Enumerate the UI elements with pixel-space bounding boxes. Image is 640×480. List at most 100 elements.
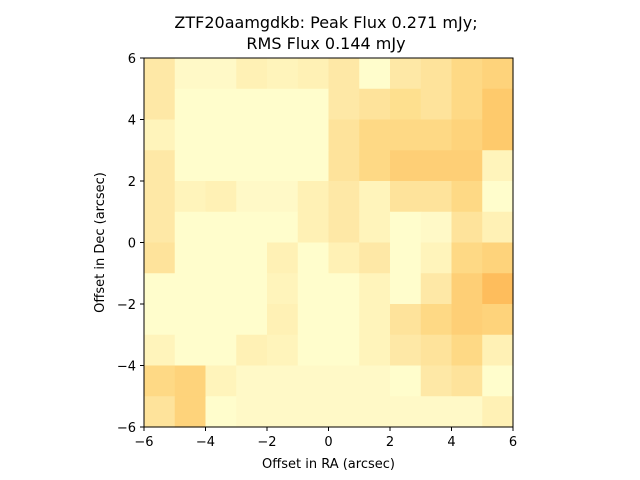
x-axis-ticks: −6 −4 −2 0 2 4 6 bbox=[134, 427, 517, 450]
x-tick-label: 6 bbox=[509, 435, 517, 450]
heatmap-cell bbox=[451, 365, 483, 397]
heatmap-cell bbox=[174, 88, 207, 121]
heatmap-cell bbox=[482, 88, 514, 121]
x-tick-label: −6 bbox=[134, 435, 153, 450]
y-tick-label: −4 bbox=[117, 360, 136, 375]
heatmap-cell bbox=[359, 304, 391, 336]
heatmap-cell bbox=[482, 365, 514, 397]
heatmap-cell bbox=[390, 304, 422, 336]
heatmap-cell bbox=[236, 242, 268, 274]
heatmap-cell bbox=[144, 334, 176, 367]
heatmap-cell bbox=[236, 365, 268, 397]
heatmap-cell bbox=[144, 150, 176, 182]
heatmap-cell bbox=[236, 119, 268, 151]
heatmap-cell bbox=[297, 365, 330, 397]
heatmap-cell bbox=[267, 334, 299, 367]
heatmap-cell bbox=[328, 150, 360, 182]
heatmap-cell bbox=[174, 181, 207, 213]
y-tick-label: 4 bbox=[128, 114, 136, 129]
heatmap-cell bbox=[297, 181, 330, 213]
heatmap-cell bbox=[205, 119, 237, 151]
heatmap-cell bbox=[420, 365, 453, 397]
heatmap-cell bbox=[236, 334, 268, 367]
heatmap-cell bbox=[144, 365, 176, 397]
heatmap-cell bbox=[236, 273, 268, 305]
heatmap-cell bbox=[420, 150, 453, 182]
heatmap-cell bbox=[144, 273, 176, 305]
x-tick-label: 0 bbox=[324, 435, 332, 450]
heatmap-cell bbox=[297, 150, 330, 182]
heatmap-cell bbox=[482, 334, 514, 367]
y-axis-label: Offset in Dec (arcsec) bbox=[93, 172, 108, 313]
heatmap-cell bbox=[174, 304, 207, 336]
heatmap-cell bbox=[267, 150, 299, 182]
heatmap-cell bbox=[267, 242, 299, 274]
heatmap-cell bbox=[328, 365, 360, 397]
y-tick-label: 2 bbox=[128, 175, 136, 190]
heatmap-cell bbox=[420, 273, 453, 305]
y-tick-label: −2 bbox=[117, 298, 136, 313]
heatmap-cell bbox=[267, 211, 299, 244]
heatmap-cell bbox=[420, 181, 453, 213]
heatmap-cell bbox=[328, 58, 360, 90]
chart-title-line-2: RMS Flux 0.144 mJy bbox=[246, 34, 405, 53]
heatmap-cell bbox=[482, 58, 514, 90]
heatmap-cell bbox=[420, 334, 453, 367]
heatmap-cell bbox=[482, 150, 514, 182]
heatmap-cell bbox=[297, 211, 330, 244]
heatmap-cell bbox=[328, 273, 360, 305]
heatmap-cell bbox=[267, 365, 299, 397]
heatmap-cell bbox=[359, 334, 391, 367]
heatmap-cell bbox=[205, 365, 237, 397]
heatmap-cell bbox=[328, 181, 360, 213]
heatmap-cell bbox=[451, 150, 483, 182]
heatmap-cell bbox=[236, 304, 268, 336]
heatmap-cell bbox=[482, 304, 514, 336]
heatmap-cell bbox=[174, 242, 207, 274]
heatmap-cell bbox=[390, 211, 422, 244]
heatmap-cell bbox=[267, 58, 299, 90]
heatmap-cell bbox=[174, 211, 207, 244]
y-axis-ticks: −6 −4 −2 0 2 4 6 bbox=[117, 52, 144, 436]
heatmap-cell bbox=[174, 119, 207, 151]
heatmap-cell bbox=[482, 181, 514, 213]
heatmap-cell bbox=[205, 181, 237, 213]
heatmap-cell bbox=[328, 334, 360, 367]
heatmap-cell bbox=[451, 334, 483, 367]
heatmap-cell bbox=[267, 88, 299, 121]
heatmap-cell bbox=[205, 396, 237, 428]
heatmap-cell bbox=[205, 273, 237, 305]
heatmap-cell bbox=[144, 211, 176, 244]
heatmap-cell bbox=[205, 334, 237, 367]
chart-title-line-1: ZTF20aamgdkb: Peak Flux 0.271 mJy; bbox=[174, 13, 477, 32]
heatmap-cell bbox=[236, 88, 268, 121]
y-tick-label: 0 bbox=[128, 237, 136, 252]
heatmap-cell bbox=[451, 181, 483, 213]
heatmap-cell bbox=[420, 58, 453, 90]
heatmap-cell bbox=[144, 88, 176, 121]
heatmap-cell bbox=[451, 396, 483, 428]
heatmap-cell bbox=[174, 58, 207, 90]
heatmap-cell bbox=[267, 119, 299, 151]
heatmap-cell bbox=[390, 273, 422, 305]
heatmap-cell bbox=[359, 181, 391, 213]
heatmap-cell bbox=[236, 396, 268, 428]
heatmap-cell bbox=[420, 242, 453, 274]
heatmap-cell bbox=[390, 365, 422, 397]
heatmap-cell bbox=[174, 273, 207, 305]
heatmap-cell bbox=[267, 396, 299, 428]
x-tick-label: 2 bbox=[386, 435, 394, 450]
heatmap-cell bbox=[359, 242, 391, 274]
heatmap-cell bbox=[144, 396, 176, 428]
heatmap-cell bbox=[482, 119, 514, 151]
heatmap-cell bbox=[297, 119, 330, 151]
heatmap-cell bbox=[297, 58, 330, 90]
heatmap-cell bbox=[451, 119, 483, 151]
heatmap-cell bbox=[482, 211, 514, 244]
heatmap-cell bbox=[390, 58, 422, 90]
heatmap-cell bbox=[420, 211, 453, 244]
heatmap-cell bbox=[297, 396, 330, 428]
heatmap-cell bbox=[451, 242, 483, 274]
heatmap-cell bbox=[359, 58, 391, 90]
heatmap-cell bbox=[144, 242, 176, 274]
